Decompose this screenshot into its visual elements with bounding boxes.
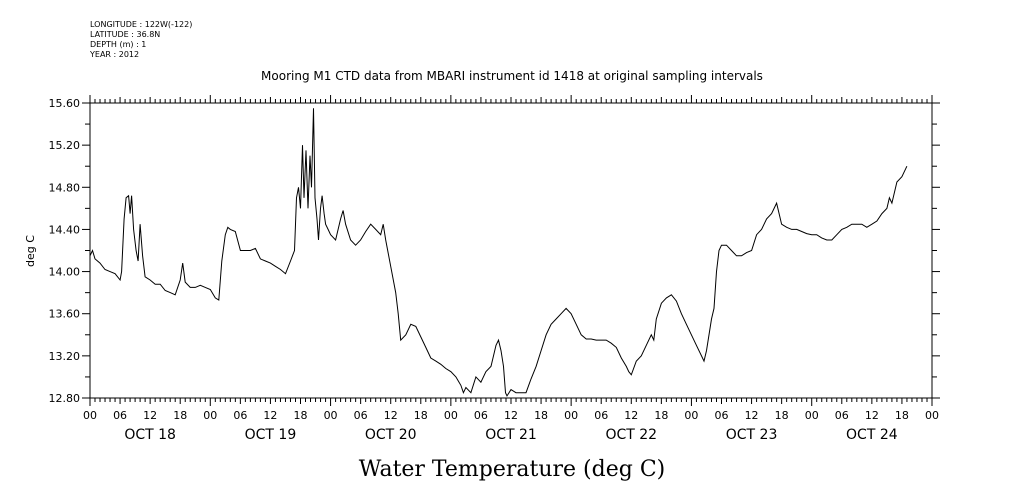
- x-tick-label: 00: [324, 409, 338, 422]
- x-tick-label: 00: [203, 409, 217, 422]
- x-day-label: OCT 24: [846, 427, 898, 443]
- y-tick-label: 15.60: [49, 97, 81, 110]
- y-tick-label: 12.80: [49, 392, 81, 405]
- metadata-latitude: LATITUDE : 36.8N: [90, 30, 161, 39]
- x-tick-label: 12: [143, 409, 157, 422]
- x-axis-label: Water Temperature (deg C): [359, 457, 666, 482]
- metadata-longitude: LONGITUDE : 122W(-122): [90, 20, 193, 29]
- x-tick-label: 18: [895, 409, 909, 422]
- x-tick-label: 12: [745, 409, 759, 422]
- metadata-year: YEAR : 2012: [90, 50, 140, 59]
- axes: 00 06 12 18 00 06 12 18 00 06 12 18 00 06 12 18 00 06 12 18…: [49, 95, 940, 443]
- x-tick-label: 12: [865, 409, 879, 422]
- temperature-series-line: [89, 108, 908, 397]
- metadata-block: LONGITUDE : 122W(-122) LATITUDE : 36.8N …: [90, 20, 192, 60]
- x-tick-label: 18: [414, 409, 428, 422]
- x-day-label: OCT 20: [365, 427, 417, 443]
- x-tick-label: 18: [534, 409, 548, 422]
- x-tick-label: 18: [173, 409, 187, 422]
- y-tick-label: 14.40: [49, 223, 81, 236]
- x-tick-label: 06: [474, 409, 488, 422]
- x-tick-label: 06: [233, 409, 247, 422]
- y-tick-label: 13.20: [49, 350, 81, 363]
- x-tick-label: 06: [594, 409, 608, 422]
- x-day-label: OCT 23: [726, 427, 778, 443]
- x-day-label: OCT 19: [245, 427, 297, 443]
- x-tick-label: 00: [83, 409, 97, 422]
- y-tick-label: 14.00: [49, 266, 81, 279]
- x-tick-label: 12: [384, 409, 398, 422]
- x-tick-label: 06: [113, 409, 127, 422]
- x-day-label: OCT 22: [605, 427, 657, 443]
- x-tick-label: 12: [504, 409, 518, 422]
- x-tick-label: 12: [263, 409, 277, 422]
- metadata-depth: DEPTH (m) : 1: [90, 40, 147, 49]
- plot-frame: [89, 102, 933, 399]
- y-tick-label: 15.20: [49, 139, 81, 152]
- y-tick-label: 14.80: [49, 181, 81, 194]
- x-tick-label: 18: [294, 409, 308, 422]
- chart-title: Mooring M1 CTD data from MBARI instrumen…: [261, 69, 763, 83]
- x-tick-label: 00: [564, 409, 578, 422]
- x-tick-label: 00: [444, 409, 458, 422]
- x-day-label: OCT 21: [485, 427, 537, 443]
- y-tick-label: 13.60: [49, 308, 81, 321]
- x-tick-label: 06: [715, 409, 729, 422]
- x-tick-label: 18: [775, 409, 789, 422]
- x-tick-label: 00: [925, 409, 939, 422]
- x-tick-label: 18: [654, 409, 668, 422]
- x-tick-label: 12: [624, 409, 638, 422]
- x-tick-label: 06: [354, 409, 368, 422]
- x-tick-label: 00: [805, 409, 819, 422]
- x-tick-label: 00: [684, 409, 698, 422]
- x-tick-label: 06: [835, 409, 849, 422]
- y-axis-label: deg C: [24, 235, 37, 267]
- x-day-label: OCT 18: [124, 427, 176, 443]
